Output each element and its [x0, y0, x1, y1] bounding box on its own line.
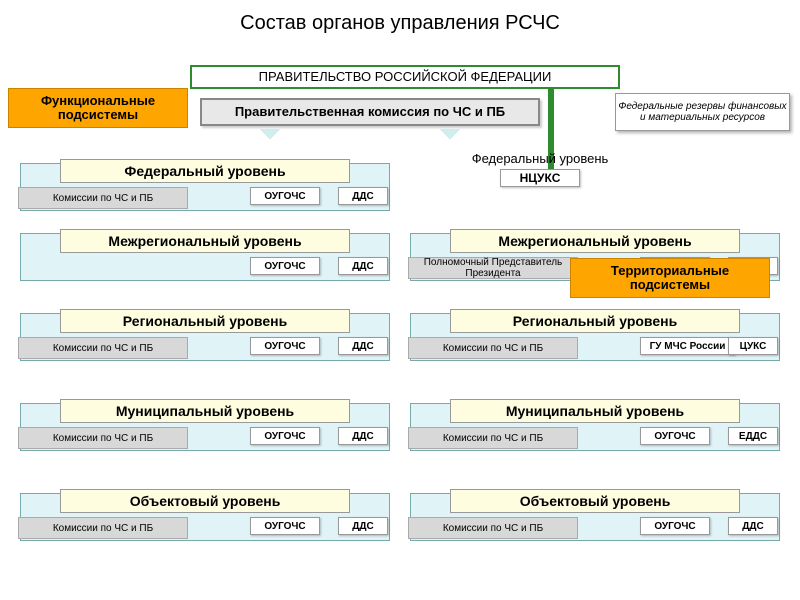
- badge-2: ДДС: [338, 257, 388, 275]
- badge-2: ЕДДС: [728, 427, 778, 445]
- arrow-right: [440, 129, 460, 139]
- badge-2: ДДС: [338, 517, 388, 535]
- badge-1: ОУГОЧС: [640, 427, 710, 445]
- level-header: Региональный уровень: [450, 309, 740, 333]
- right-federal-level-text: Федеральный уровень: [440, 151, 640, 166]
- reserves-box: Федеральные резервы финансовых и материа…: [615, 93, 790, 131]
- badge-1: ОУГОЧС: [250, 427, 320, 445]
- commission-label: Комиссии по ЧС и ПБ: [408, 517, 578, 539]
- badge-1: ОУГОЧС: [250, 517, 320, 535]
- commission-label: Комиссии по ЧС и ПБ: [18, 187, 188, 209]
- badge-2: ДДС: [338, 427, 388, 445]
- commission-label: Комиссии по ЧС и ПБ: [408, 427, 578, 449]
- badge-1: ОУГОЧС: [250, 187, 320, 205]
- commission-label: Комиссии по ЧС и ПБ: [18, 427, 188, 449]
- level-header: Межрегиональный уровень: [450, 229, 740, 253]
- level-header: Региональный уровень: [60, 309, 350, 333]
- level-header: Муниципальный уровень: [60, 399, 350, 423]
- diagram-area: ПРАВИТЕЛЬСТВО РОССИЙСКОЙ ФЕДЕРАЦИИ Прави…: [0, 43, 800, 593]
- level-header: Муниципальный уровень: [450, 399, 740, 423]
- badge-2: ДДС: [338, 337, 388, 355]
- badge-2: ЦУКС: [728, 337, 778, 355]
- badge-1: ОУГОЧС: [250, 257, 320, 275]
- level-header: Объектовый уровень: [60, 489, 350, 513]
- ncuks-badge: НЦУКС: [500, 169, 580, 187]
- badge-1: ОУГОЧС: [250, 337, 320, 355]
- badge-2: ДДС: [728, 517, 778, 535]
- commission-label: Комиссии по ЧС и ПБ: [18, 517, 188, 539]
- commission-label: Полномочный Представитель Президента: [408, 257, 578, 279]
- commission-label: Комиссии по ЧС и ПБ: [18, 337, 188, 359]
- arrow-left: [260, 129, 280, 139]
- badge-2: ДДС: [338, 187, 388, 205]
- badge-1: ОУГОЧС: [640, 517, 710, 535]
- page-title: Состав органов управления РСЧС: [0, 0, 800, 43]
- commission-box: Правительственная комиссия по ЧС и ПБ: [200, 98, 540, 126]
- functional-subsystems: Функциональные подсистемы: [8, 88, 188, 128]
- territorial-subsystems: Территориальные подсистемы: [570, 258, 770, 298]
- level-header: Объектовый уровень: [450, 489, 740, 513]
- badge-1: ГУ МЧС России: [640, 337, 735, 355]
- government-box: ПРАВИТЕЛЬСТВО РОССИЙСКОЙ ФЕДЕРАЦИИ: [190, 65, 620, 89]
- commission-label: Комиссии по ЧС и ПБ: [408, 337, 578, 359]
- level-header: Межрегиональный уровень: [60, 229, 350, 253]
- level-header: Федеральный уровень: [60, 159, 350, 183]
